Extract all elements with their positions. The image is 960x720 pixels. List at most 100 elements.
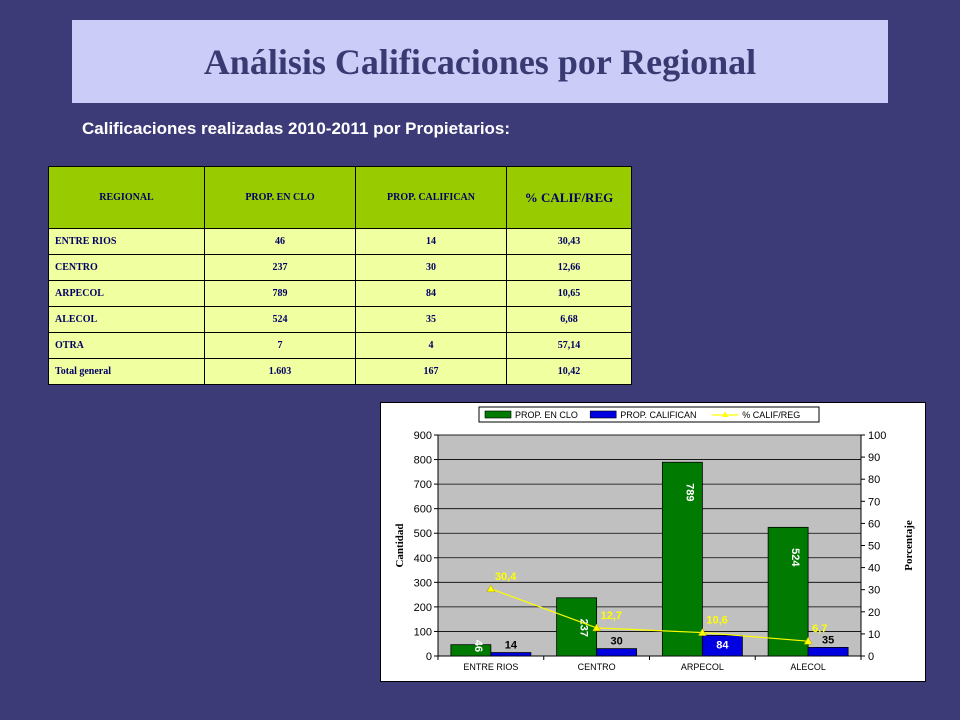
y-tick-label: 400 bbox=[414, 553, 432, 565]
cell-regional: Total general bbox=[48, 358, 205, 385]
cell-regional: ENTRE RIOS bbox=[48, 228, 205, 255]
cell-prop-califican: 4 bbox=[355, 332, 507, 359]
legend-swatch bbox=[484, 410, 512, 419]
cell-regional: ALECOL bbox=[48, 306, 205, 333]
y2-axis-title: Porcentaje bbox=[903, 520, 915, 571]
y2-tick-label: 100 bbox=[868, 430, 886, 442]
cell-prop-en-clo: 789 bbox=[204, 280, 356, 307]
header-pct-calif: % CALIF/REG bbox=[506, 166, 632, 229]
y-tick-label: 900 bbox=[414, 430, 432, 442]
cell-prop-califican: 14 bbox=[355, 228, 507, 255]
cell-prop-califican: 30 bbox=[355, 254, 507, 281]
y2-tick-label: 40 bbox=[868, 563, 880, 575]
y-tick-label: 0 bbox=[426, 651, 432, 663]
data-label-prop-en-clo: 524 bbox=[789, 548, 801, 567]
y-tick-label: 200 bbox=[414, 602, 432, 614]
x-tick-label: ARPECOL bbox=[681, 662, 724, 672]
y2-tick-label: 20 bbox=[868, 607, 880, 619]
legend-label: PROP. EN CLO bbox=[515, 410, 578, 420]
y2-tick-label: 60 bbox=[868, 518, 880, 530]
table-row-total: Total general 1.603 167 10,42 bbox=[48, 358, 632, 385]
bar-prop-en-clo bbox=[661, 461, 703, 657]
bar-prop-califican bbox=[596, 648, 638, 657]
line-pct-calif bbox=[490, 588, 809, 642]
point-pct-calif bbox=[697, 628, 707, 636]
page-title: Análisis Calificaciones por Regional bbox=[203, 41, 757, 82]
data-label-prop-califican: 14 bbox=[505, 640, 518, 652]
bar-prop-en-clo bbox=[556, 597, 598, 657]
table-row: CENTRO 237 30 12,66 bbox=[48, 254, 632, 281]
bar-prop-califican bbox=[490, 652, 532, 657]
x-tick-label: CENTRO bbox=[578, 662, 616, 672]
x-tick-label: ALECOL bbox=[790, 662, 826, 672]
cell-prop-en-clo: 46 bbox=[204, 228, 356, 255]
y-tick-label: 100 bbox=[414, 626, 432, 638]
title-box: Análisis Calificaciones por Regional bbox=[72, 20, 888, 103]
bar-prop-califican bbox=[701, 634, 743, 657]
legend-box bbox=[478, 406, 820, 423]
cell-pct-calif: 6,68 bbox=[506, 306, 632, 333]
header-regional: REGIONAL bbox=[48, 166, 205, 229]
y-tick-label: 500 bbox=[414, 528, 432, 540]
cell-regional: CENTRO bbox=[48, 254, 205, 281]
y2-tick-label: 10 bbox=[868, 629, 880, 641]
point-pct-calif bbox=[803, 636, 813, 645]
bar-prop-califican bbox=[807, 647, 849, 657]
cell-pct-calif: 30,43 bbox=[506, 228, 632, 255]
legend-marker bbox=[722, 411, 729, 417]
data-label-pct-calif: 10,6 bbox=[706, 615, 727, 627]
table-row: ALECOL 524 35 6,68 bbox=[48, 306, 632, 333]
y2-tick-label: 90 bbox=[868, 452, 880, 464]
table-row: ENTRE RIOS 46 14 30,43 bbox=[48, 228, 632, 255]
legend-swatch bbox=[589, 410, 617, 419]
data-table: REGIONAL PROP. EN CLO PROP. CALIFICAN % … bbox=[48, 166, 632, 385]
bar-prop-en-clo bbox=[767, 526, 809, 657]
table-row: ARPECOL 789 84 10,65 bbox=[48, 280, 632, 307]
cell-prop-en-clo: 7 bbox=[204, 332, 356, 359]
y-tick-label: 300 bbox=[414, 577, 432, 589]
cell-prop-en-clo: 1.603 bbox=[204, 358, 356, 385]
table-row: OTRA 7 4 57,14 bbox=[48, 332, 632, 359]
cell-pct-calif: 57,14 bbox=[506, 332, 632, 359]
data-label-prop-en-clo: 789 bbox=[683, 483, 695, 501]
cell-prop-califican: 35 bbox=[355, 306, 507, 333]
data-label-prop-califican: 30 bbox=[611, 636, 623, 648]
chart-svg: 0 100 200 300 400 500 600 700 800 900 0 10 20 30 40 50 6… bbox=[394, 406, 915, 672]
point-pct-calif bbox=[486, 584, 496, 593]
point-pct-calif bbox=[592, 623, 602, 632]
table-header-row: REGIONAL PROP. EN CLO PROP. CALIFICAN % … bbox=[48, 166, 632, 229]
data-label-prop-en-clo: 46 bbox=[472, 640, 484, 652]
cell-prop-en-clo: 237 bbox=[204, 254, 356, 281]
data-label-pct-calif: 6,7 bbox=[812, 623, 827, 635]
y2-tick-label: 30 bbox=[868, 585, 880, 597]
cell-pct-calif: 12,66 bbox=[506, 254, 632, 281]
y-axis-title: Cantidad bbox=[394, 523, 406, 567]
cell-regional: OTRA bbox=[48, 332, 205, 359]
bar-prop-en-clo bbox=[450, 644, 492, 657]
y2-tick-label: 80 bbox=[868, 474, 880, 486]
cell-regional: ARPECOL bbox=[48, 280, 205, 307]
cell-prop-califican: 84 bbox=[355, 280, 507, 307]
y2-tick-label: 0 bbox=[868, 651, 874, 663]
header-prop-califican: PROP. CALIFICAN bbox=[355, 166, 507, 229]
data-label-pct-calif: 12,7 bbox=[601, 610, 622, 622]
cell-prop-califican: 167 bbox=[355, 358, 507, 385]
y2-tick-label: 50 bbox=[868, 541, 880, 553]
subtitle: Calificaciones realizadas 2010-2011 por … bbox=[82, 119, 511, 138]
y-tick-label: 700 bbox=[414, 479, 432, 491]
cell-pct-calif: 10,65 bbox=[506, 280, 632, 307]
cell-pct-calif: 10,42 bbox=[506, 358, 632, 385]
data-label-prop-en-clo: 237 bbox=[578, 619, 590, 637]
legend-label: % CALIF/REG bbox=[742, 410, 800, 420]
data-label-prop-califican: 84 bbox=[716, 639, 729, 651]
combo-chart: 0 100 200 300 400 500 600 700 800 900 0 10 20 30 40 50 6… bbox=[380, 402, 926, 682]
data-label-pct-calif: 30,4 bbox=[495, 571, 517, 583]
cell-prop-en-clo: 524 bbox=[204, 306, 356, 333]
y-tick-label: 800 bbox=[414, 455, 432, 467]
y2-tick-label: 70 bbox=[868, 496, 880, 508]
legend-label: PROP. CALIFICAN bbox=[620, 410, 696, 420]
y-tick-label: 600 bbox=[414, 504, 432, 516]
x-tick-label: ENTRE RIOS bbox=[463, 662, 518, 672]
data-label-prop-califican: 35 bbox=[822, 634, 834, 646]
header-prop-en-clo: PROP. EN CLO bbox=[204, 166, 356, 229]
